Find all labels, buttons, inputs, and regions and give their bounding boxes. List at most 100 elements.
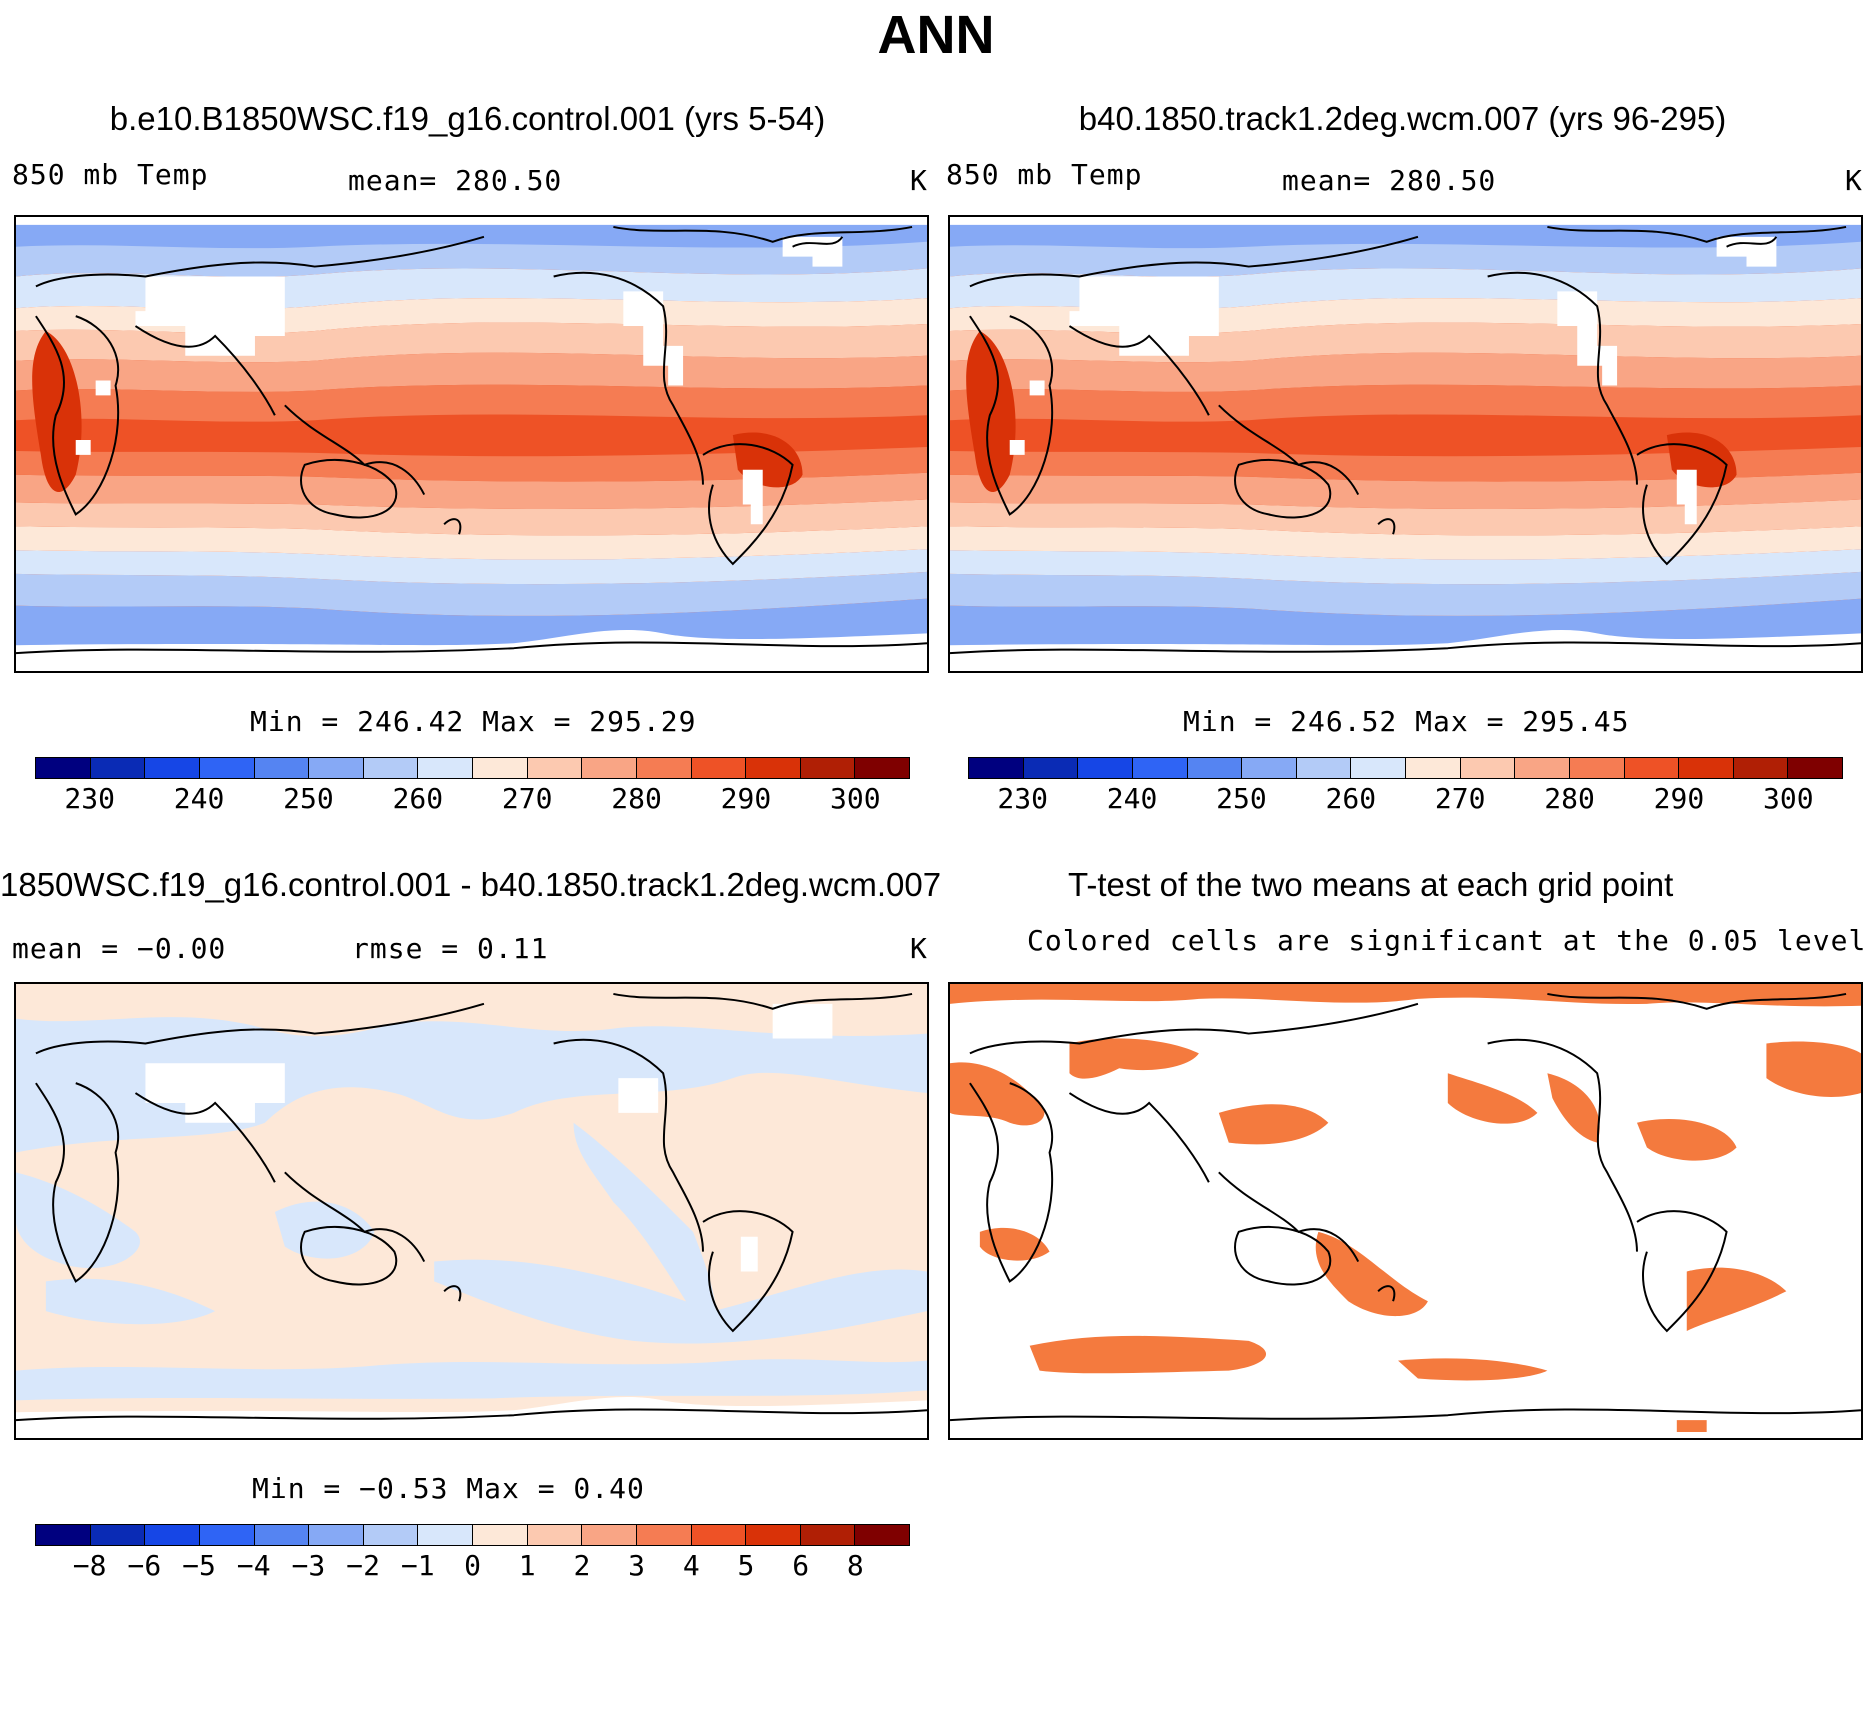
panel2-variable-label: 850 mb Temp — [946, 158, 1143, 191]
colorbar-tick-label: 260 — [1325, 782, 1377, 815]
colorbar-cell — [1569, 758, 1625, 778]
colorbar-cell — [691, 758, 747, 778]
colorbar-cell — [800, 1525, 856, 1545]
main-title: ANN — [877, 5, 995, 65]
colorbar-cell — [145, 1525, 200, 1545]
panel1-temperature-field — [16, 217, 927, 671]
panel4-significance-field — [950, 984, 1861, 1438]
colorbar-cell — [418, 758, 473, 778]
colorbar-tick-label: 230 — [64, 782, 115, 815]
panel1-units-label: K — [910, 164, 928, 197]
panel2-colorbar — [968, 757, 1843, 779]
panel2-minmax-label: Min = 246.52 Max = 295.45 — [1183, 705, 1630, 738]
colorbar-tick-label: 280 — [611, 782, 662, 815]
colorbar-cell — [309, 1525, 364, 1545]
panel2-map — [948, 215, 1863, 673]
colorbar-tick-label: 5 — [737, 1549, 755, 1582]
colorbar-cell — [1406, 758, 1461, 778]
panel2-temperature-field — [950, 217, 1861, 671]
colorbar-tick-label: 290 — [1653, 782, 1705, 815]
colorbar-cell — [1679, 758, 1734, 778]
colorbar-tick-label: 8 — [846, 1549, 864, 1582]
colorbar-tick-label: 270 — [1434, 782, 1486, 815]
colorbar-tick-label: 250 — [1216, 782, 1267, 815]
colorbar-tick-label: −6 — [127, 1549, 162, 1582]
colorbar-tick-label: 0 — [464, 1549, 481, 1582]
panel1-colorbar — [35, 757, 910, 779]
colorbar-cell — [1023, 758, 1079, 778]
colorbar-cell — [1242, 758, 1297, 778]
colorbar-cell — [36, 1525, 91, 1545]
colorbar-cell — [1296, 758, 1352, 778]
colorbar-cell — [1460, 758, 1516, 778]
colorbar-tick-label: 240 — [173, 782, 225, 815]
colorbar-tick-label: 280 — [1544, 782, 1595, 815]
panel2-mean-label: mean= 280.50 — [1282, 164, 1497, 197]
colorbar-tick-label: −3 — [291, 1549, 326, 1582]
colorbar-tick-label: 250 — [283, 782, 334, 815]
colorbar-cell — [1078, 758, 1133, 778]
panel3-mean-label: mean = −0.00 — [12, 932, 227, 965]
panel1-map — [14, 215, 929, 673]
panel2-title: b40.1850.track1.2deg.wcm.007 (yrs 96-295… — [1078, 100, 1727, 137]
panel3-colorbar — [35, 1524, 910, 1546]
colorbar-cell — [527, 758, 583, 778]
panel2-units-label: K — [1845, 164, 1863, 197]
colorbar-tick-label: −8 — [72, 1549, 107, 1582]
panel1-variable-label: 850 mb Temp — [12, 158, 209, 191]
panel4-subtitle: Colored cells are significant at the 0.0… — [1027, 924, 1867, 957]
colorbar-cell — [1187, 758, 1243, 778]
panel4-map — [948, 982, 1863, 1440]
colorbar-cell — [199, 758, 255, 778]
colorbar-cell — [746, 758, 801, 778]
colorbar-cell — [1132, 758, 1188, 778]
colorbar-tick-label: −1 — [400, 1549, 435, 1582]
colorbar-cell — [1624, 758, 1680, 778]
panel3-difference-field — [16, 984, 927, 1438]
colorbar-tick-label: 2 — [573, 1549, 591, 1582]
panel1-minmax-label: Min = 246.42 Max = 295.29 — [250, 705, 697, 738]
colorbar-cell — [90, 1525, 146, 1545]
colorbar-cell — [473, 758, 528, 778]
colorbar-cell — [636, 758, 692, 778]
colorbar-tick-label: 260 — [392, 782, 444, 815]
colorbar-cell — [746, 1525, 801, 1545]
colorbar-cell — [363, 1525, 419, 1545]
colorbar-cell — [363, 758, 419, 778]
colorbar-tick-label: −5 — [182, 1549, 216, 1582]
colorbar-cell — [473, 1525, 528, 1545]
colorbar-cell — [90, 758, 146, 778]
panel1-title: b.e10.B1850WSC.f19_g16.control.001 (yrs … — [109, 100, 826, 137]
colorbar-cell — [800, 758, 856, 778]
colorbar-cell — [855, 1525, 909, 1545]
colorbar-cell — [1351, 758, 1406, 778]
colorbar-tick-label: 1 — [518, 1549, 536, 1582]
colorbar-cell — [527, 1525, 583, 1545]
colorbar-cell — [1515, 758, 1570, 778]
colorbar-cell — [199, 1525, 255, 1545]
colorbar-cell — [254, 1525, 310, 1545]
colorbar-tick-label: −2 — [346, 1549, 380, 1582]
colorbar-cell — [1733, 758, 1789, 778]
colorbar-tick-label: 3 — [628, 1549, 645, 1582]
colorbar-cell — [145, 758, 200, 778]
colorbar-cell — [969, 758, 1024, 778]
panel3-rmse-label: rmse = 0.11 — [352, 932, 549, 965]
colorbar-cell — [418, 1525, 473, 1545]
panel3-minmax-label: Min = −0.53 Max = 0.40 — [252, 1472, 645, 1505]
colorbar-tick-label: −4 — [236, 1549, 271, 1582]
colorbar-tick-label: 300 — [830, 782, 881, 815]
colorbar-cell — [309, 758, 364, 778]
colorbar-cell — [254, 758, 310, 778]
colorbar-tick-label: 230 — [997, 782, 1048, 815]
colorbar-tick-label: 290 — [720, 782, 772, 815]
panel3-units-label: K — [910, 932, 928, 965]
colorbar-tick-label: 300 — [1763, 782, 1814, 815]
panel3-title: 1850WSC.f19_g16.control.001 - b40.1850.t… — [0, 866, 942, 903]
colorbar-tick-label: 240 — [1106, 782, 1158, 815]
colorbar-cell — [636, 1525, 692, 1545]
panel4-title: T-test of the two means at each grid poi… — [1068, 866, 1674, 903]
panel1-mean-label: mean= 280.50 — [348, 164, 563, 197]
panel3-map — [14, 982, 929, 1440]
colorbar-tick-label: 270 — [501, 782, 553, 815]
